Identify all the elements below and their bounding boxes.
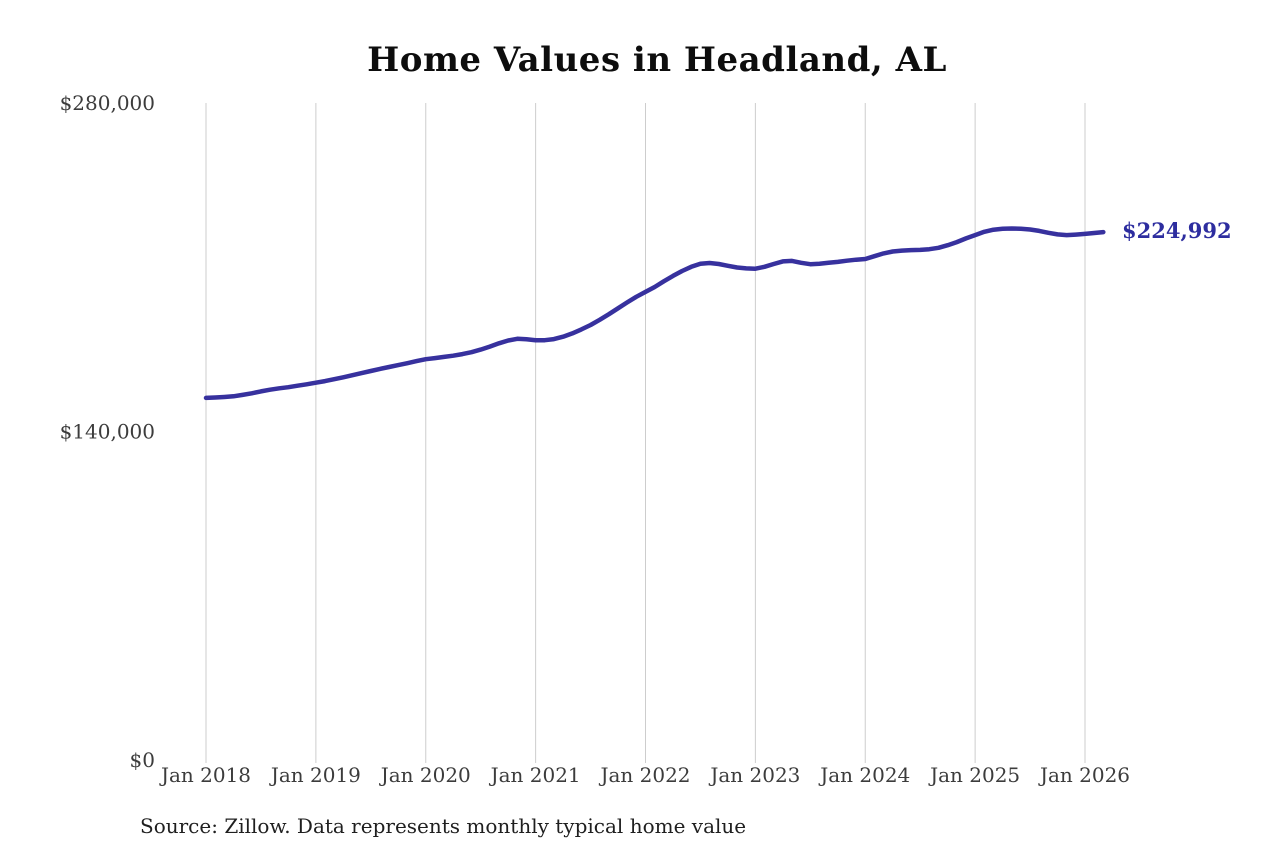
x-tick-label: Jan 2022 [598, 763, 690, 787]
y-tick-label: $140,000 [60, 420, 155, 444]
x-tick-label: Jan 2018 [159, 763, 251, 787]
home-value-line [203, 226, 1106, 401]
page-title: Home Values in Headland, AL [367, 40, 947, 80]
x-tick-label: Jan 2020 [379, 763, 471, 787]
x-tick-label: Jan 2026 [1038, 763, 1130, 787]
y-tick-label: $0 [130, 748, 155, 772]
end-value-label: $224,992 [1122, 218, 1232, 243]
x-tick-label: Jan 2023 [708, 763, 800, 787]
x-tick-label: Jan 2021 [489, 763, 581, 787]
source-note: Source: Zillow. Data represents monthly … [140, 814, 747, 838]
y-tick-label: $280,000 [60, 91, 155, 115]
x-tick-label: Jan 2024 [818, 763, 910, 787]
x-tick-label: Jan 2019 [269, 763, 361, 787]
x-tick-label: Jan 2025 [928, 763, 1020, 787]
